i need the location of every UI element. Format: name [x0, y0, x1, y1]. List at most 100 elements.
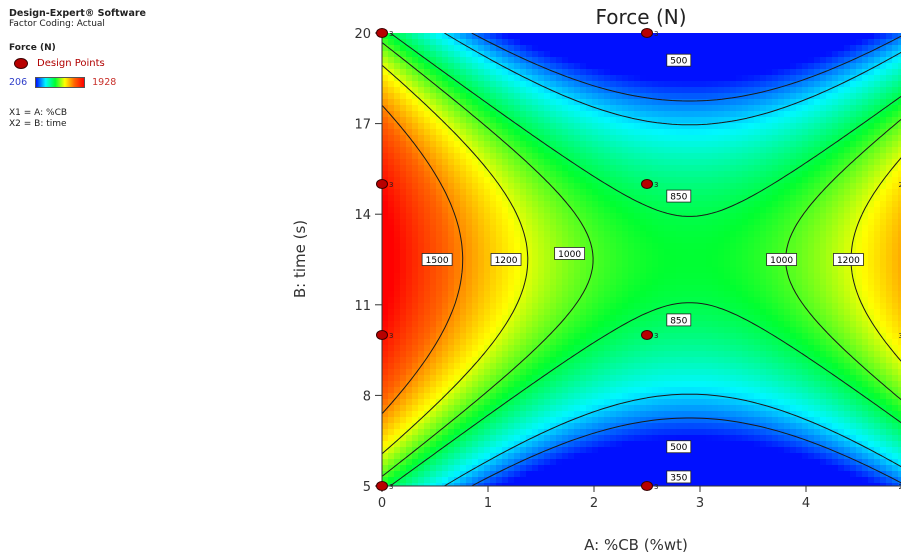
- field-cell: [508, 135, 515, 142]
- field-cell: [628, 225, 635, 232]
- field-cell: [520, 213, 527, 220]
- field-cell: [700, 105, 707, 112]
- field-cell: [460, 45, 467, 52]
- field-cell: [388, 75, 395, 82]
- field-cell: [412, 33, 419, 40]
- field-cell: [634, 207, 641, 214]
- field-cell: [586, 339, 593, 346]
- field-cell: [550, 231, 557, 238]
- field-cell: [526, 147, 533, 154]
- field-cell: [688, 99, 695, 106]
- field-cell: [496, 243, 503, 250]
- field-cell: [550, 447, 557, 454]
- field-cell: [490, 45, 497, 52]
- field-cell: [400, 153, 407, 160]
- field-cell: [532, 165, 539, 172]
- field-cell: [628, 471, 635, 478]
- field-cell: [520, 117, 527, 124]
- field-cell: [730, 249, 737, 256]
- field-cell: [646, 225, 653, 232]
- field-cell: [724, 75, 731, 82]
- field-cell: [412, 405, 419, 412]
- field-cell: [634, 405, 641, 412]
- field-cell: [412, 369, 419, 376]
- field-cell: [400, 273, 407, 280]
- field-cell: [574, 363, 581, 370]
- field-cell: [598, 291, 605, 298]
- field-cell: [544, 219, 551, 226]
- field-cell: [544, 183, 551, 190]
- field-cell: [412, 93, 419, 100]
- field-cell: [610, 297, 617, 304]
- field-cell: [574, 183, 581, 190]
- field-cell: [448, 405, 455, 412]
- field-cell: [658, 159, 665, 166]
- field-cell: [520, 237, 527, 244]
- field-cell: [628, 459, 635, 466]
- field-cell: [610, 309, 617, 316]
- field-cell: [394, 177, 401, 184]
- field-cell: [568, 375, 575, 382]
- field-cell: [622, 459, 629, 466]
- field-cell: [742, 45, 749, 52]
- field-cell: [436, 321, 443, 328]
- field-cell: [736, 219, 743, 226]
- field-cell: [478, 195, 485, 202]
- field-cell: [526, 483, 533, 486]
- field-cell: [394, 219, 401, 226]
- field-cell: [592, 471, 599, 478]
- field-cell: [640, 381, 647, 388]
- field-cell: [718, 459, 725, 466]
- field-cell: [382, 231, 389, 238]
- field-cell: [568, 81, 575, 88]
- field-cell: [718, 57, 725, 64]
- field-cell: [598, 471, 605, 478]
- field-cell: [460, 435, 467, 442]
- field-cell: [424, 411, 431, 418]
- field-cell: [382, 327, 389, 334]
- field-cell: [466, 201, 473, 208]
- field-cell: [496, 111, 503, 118]
- field-cell: [544, 465, 551, 472]
- field-cell: [772, 93, 779, 100]
- field-cell: [736, 165, 743, 172]
- field-cell: [688, 471, 695, 478]
- field-cell: [748, 345, 755, 352]
- field-cell: [724, 345, 731, 352]
- field-cell: [448, 477, 455, 484]
- field-cell: [700, 141, 707, 148]
- field-cell: [730, 321, 737, 328]
- field-cell: [460, 279, 467, 286]
- field-cell: [616, 123, 623, 130]
- field-cell: [526, 453, 533, 460]
- field-cell: [604, 321, 611, 328]
- field-cell: [514, 345, 521, 352]
- field-cell: [448, 87, 455, 94]
- field-cell: [526, 33, 533, 40]
- field-cell: [580, 387, 587, 394]
- field-cell: [694, 33, 701, 40]
- field-cell: [634, 411, 641, 418]
- field-cell: [718, 351, 725, 358]
- field-cell: [466, 63, 473, 70]
- field-cell: [766, 171, 773, 178]
- field-cell: [658, 351, 665, 358]
- field-cell: [610, 351, 617, 358]
- field-cell: [598, 81, 605, 88]
- field-cell: [388, 345, 395, 352]
- field-cell: [646, 105, 653, 112]
- field-cell: [700, 423, 707, 430]
- field-cell: [430, 399, 437, 406]
- field-cell: [718, 93, 725, 100]
- field-cell: [556, 231, 563, 238]
- field-cell: [562, 393, 569, 400]
- field-cell: [766, 69, 773, 76]
- field-cell: [454, 39, 461, 46]
- field-cell: [664, 411, 671, 418]
- field-cell: [688, 237, 695, 244]
- field-cell: [454, 315, 461, 322]
- field-cell: [718, 297, 725, 304]
- field-cell: [448, 465, 455, 472]
- field-cell: [412, 303, 419, 310]
- field-cell: [556, 243, 563, 250]
